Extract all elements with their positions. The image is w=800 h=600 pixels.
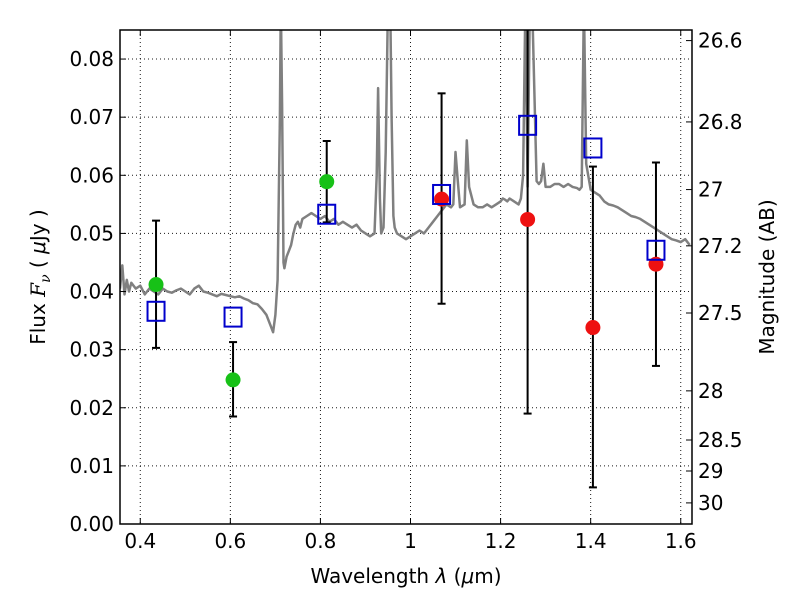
flux-point xyxy=(520,211,536,227)
model-spectrum xyxy=(120,30,691,334)
model-flux-square xyxy=(146,300,166,322)
x-axis-label: Wavelength λ (μm) xyxy=(310,564,501,588)
y-tick-label: 0.02 xyxy=(69,396,114,420)
flux-point xyxy=(319,174,335,190)
y-tick-label: 0.04 xyxy=(69,280,114,304)
y2-tick-label: 26.8 xyxy=(698,110,743,134)
flux-point xyxy=(434,191,450,207)
model-flux-square xyxy=(583,137,603,159)
flux-point xyxy=(225,372,241,388)
y2-axis-label: Magnitude (AB) xyxy=(755,199,779,354)
y-tick-label: 0.07 xyxy=(69,105,114,129)
y2-tick-label: 28 xyxy=(698,379,723,403)
y-tick-label: 0.08 xyxy=(69,47,114,71)
y2-axis-ticks: 26.6 26.8 27 27.2 27.5 28 28.5 29 30 xyxy=(686,29,743,515)
y2-tick-label: 29 xyxy=(698,459,723,483)
y-tick-label: 0.06 xyxy=(69,163,114,187)
data-markers xyxy=(146,114,666,388)
x-tick-label: 1.4 xyxy=(575,529,607,553)
x-tick-label: 1.2 xyxy=(485,529,517,553)
x-tick-label: 1.6 xyxy=(665,529,697,553)
y-tick-label: 0.00 xyxy=(69,512,114,536)
x-axis-ticks: 0.4 0.6 0.8 1 1.2 1.4 1.6 xyxy=(124,30,697,553)
y-tick-label: 0.01 xyxy=(69,454,114,478)
grid xyxy=(120,30,692,525)
model-flux-square xyxy=(317,203,337,225)
x-tick-label: 0.4 xyxy=(124,529,156,553)
y-tick-label: 0.03 xyxy=(69,338,114,362)
spectrum-line xyxy=(120,30,691,334)
y2-tick-label: 27 xyxy=(698,178,723,202)
x-tick-label: 1 xyxy=(404,529,417,553)
model-flux-square xyxy=(518,114,538,136)
model-flux-square xyxy=(646,239,666,261)
y2-tick-label: 27.5 xyxy=(698,301,743,325)
model-flux-square xyxy=(223,306,243,328)
y2-tick-label: 28.5 xyxy=(698,428,743,452)
y-tick-label: 0.05 xyxy=(69,221,114,245)
plot-frame xyxy=(119,29,693,525)
y-axis-label: Flux Fν ( μJy ) xyxy=(26,209,54,345)
y2-tick-label: 27.2 xyxy=(698,234,743,258)
y-axis-ticks: 0.00 0.01 0.02 0.03 0.04 0.05 0.06 0.07 0.08 xyxy=(69,47,126,536)
x-tick-label: 0.6 xyxy=(214,529,246,553)
flux-point xyxy=(148,277,164,293)
x-tick-label: 0.8 xyxy=(305,529,337,553)
y2-tick-label: 30 xyxy=(698,491,723,515)
flux-point xyxy=(585,320,601,336)
y2-tick-label: 26.6 xyxy=(698,29,743,53)
model-flux-square xyxy=(432,183,452,205)
